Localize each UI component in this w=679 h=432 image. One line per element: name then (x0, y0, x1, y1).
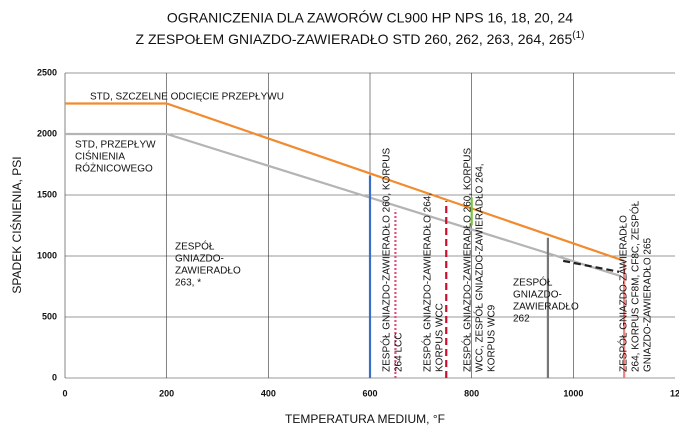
annotation-line: ZESPÓŁ (513, 276, 553, 289)
title-note: (1) (572, 30, 584, 41)
annotation-line: GNIAZDO- (513, 290, 562, 301)
annotation-line: 262 (513, 314, 530, 325)
x-tick-label: 400 (261, 388, 276, 398)
data-line (562, 259, 620, 273)
x-tick-label: 1000 (563, 388, 583, 398)
y-tick-label: 2500 (37, 67, 57, 77)
chart-title: Z ZESPOŁEM GNIAZDO-ZAWIERADŁO STD 260, 2… (136, 30, 585, 47)
annotation-line: KORPUS WCC (435, 303, 446, 372)
annotation-line: WCC, ZESPÓŁ GNIAZDO-ZAWIERADŁO 264, (473, 163, 486, 372)
y-tick-label: 2000 (37, 128, 57, 138)
annotation-line: ZESPÓŁ (175, 240, 215, 253)
chart-title: OGRANICZENIA DLA ZAWORÓW CL900 HP NPS 16… (167, 10, 573, 26)
annotation: ZESPÓŁ GNIAZDO-ZAWIERADŁO 260, KORPUS WCC… (461, 148, 498, 372)
annotation-line: 264, KORPUS CF8M, CF8C, ZESPÓŁ (629, 200, 642, 372)
annotation-line: CIŚNIENIA (75, 150, 125, 163)
annotation-line: KORPUS WC9 (487, 304, 498, 372)
annotation-line: ZESPÓŁ GNIAZDO-ZAWIERADŁO 264, (421, 193, 434, 372)
x-tick-label: 200 (159, 388, 174, 398)
x-tick-label: 600 (362, 388, 377, 398)
annotation-line: STD, SZCZELNE ODCIĘCIE PRZEPŁYWU (90, 92, 284, 103)
x-tick-label: 12 (670, 388, 679, 398)
annotation-line: GNIAZDO-ZAWIERADŁO 265 (643, 237, 654, 372)
annotation: STD, SZCZELNE ODCIĘCIE PRZEPŁYWU (90, 92, 284, 103)
annotation-line: ZAWIERADŁO (513, 302, 579, 313)
annotation-line: ZESPÓŁ GNIAZDO-ZAWIERADŁO 260, KORPUS (461, 148, 474, 372)
data-line (65, 102, 625, 262)
y-tick-label: 500 (42, 311, 57, 321)
x-tick-label: 0 (62, 388, 67, 398)
annotation-line: 263, * (175, 278, 201, 289)
annotation-line: GNIAZDO- (175, 254, 224, 265)
data-line (65, 132, 620, 277)
annotation: ZESPÓŁ GNIAZDO-ZAWIERADŁO 264, KORPUS CF8… (617, 200, 654, 372)
annotation-line: STD, PRZEPŁYW (75, 140, 156, 151)
y-tick-label: 1500 (37, 189, 57, 199)
annotation: ZESPÓŁ GNIAZDO-ZAWIERADŁO 260, KORPUS 264… (380, 148, 405, 372)
chart-title-line: Z ZESPOŁEM GNIAZDO-ZAWIERADŁO STD 260, 2… (136, 31, 573, 47)
annotation: ZESPÓŁ GNIAZDO-ZAWIERADŁO 264, KORPUS WCC (421, 193, 446, 372)
annotation-line: 264 LCC (394, 333, 405, 372)
y-axis-label: SPADEK CIŚNIENIA, PSI (9, 156, 24, 293)
annotation-line: RÓŻNICOWEGO (75, 162, 153, 175)
annotation-line: ZESPÓŁ GNIAZDO-ZAWIERADŁO 260, KORPUS (380, 148, 393, 372)
x-axis-label: TEMPERATURA MEDIUM, °F (285, 412, 445, 426)
x-tick-label: 800 (464, 388, 479, 398)
annotation-line: ZESPÓŁ GNIAZDO-ZAWIERADŁO (617, 215, 630, 372)
y-tick-label: 1000 (37, 250, 57, 260)
y-tick-label: 0 (52, 372, 57, 382)
annotation-line: ZAWIERADŁO (175, 266, 241, 277)
